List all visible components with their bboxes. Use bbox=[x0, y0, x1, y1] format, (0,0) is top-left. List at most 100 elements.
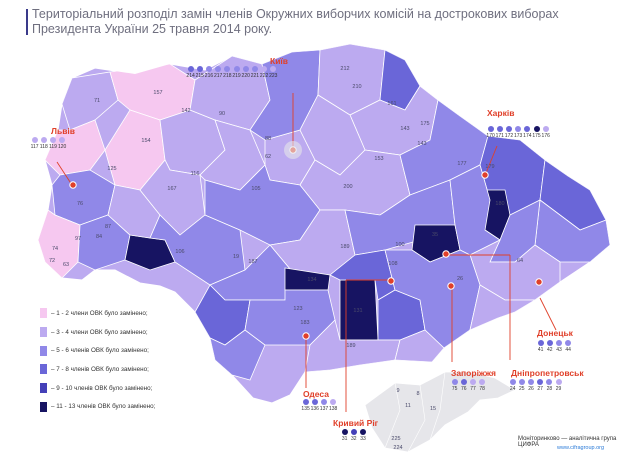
district-number: 108 bbox=[388, 261, 397, 267]
dnipro-marker bbox=[442, 250, 450, 258]
district-cell: 135 bbox=[301, 399, 310, 412]
district-dot bbox=[537, 379, 544, 385]
region-mykolaiv bbox=[244, 289, 336, 346]
district-number: 161 bbox=[387, 101, 396, 107]
district-dot bbox=[451, 379, 458, 385]
footer-site-link[interactable]: www.cifragroup.org bbox=[557, 445, 605, 451]
district-label: 76 bbox=[461, 386, 467, 392]
district-cell: 219 bbox=[232, 66, 241, 79]
district-dot bbox=[509, 379, 516, 385]
district-label: 216 bbox=[204, 73, 214, 79]
connector-donetsk bbox=[539, 297, 557, 331]
district-label: 135 bbox=[301, 406, 310, 412]
district-cell: 26 bbox=[526, 379, 535, 392]
district-dot bbox=[546, 379, 553, 385]
district-number: 97 bbox=[75, 236, 81, 242]
district-label: 117 bbox=[30, 144, 39, 150]
district-cell: 171 bbox=[495, 126, 504, 139]
district-dot bbox=[359, 429, 366, 435]
district-cell: 27 bbox=[536, 379, 545, 392]
city-districts-donetsk: 41 42 43 44 bbox=[536, 340, 573, 353]
district-cell: 137 bbox=[319, 399, 328, 412]
district-cell: 32 bbox=[349, 429, 358, 442]
district-dot bbox=[542, 126, 549, 132]
district-number: 134 bbox=[307, 277, 316, 283]
district-label: 174 bbox=[523, 133, 532, 139]
district-number: 72 bbox=[49, 258, 55, 264]
district-label: 221 bbox=[250, 73, 260, 79]
district-number: 189 bbox=[346, 343, 355, 349]
lviv-marker bbox=[69, 181, 77, 189]
district-dot bbox=[196, 66, 203, 72]
district-number: 63 bbox=[63, 262, 69, 268]
legend-label: – 5 - 6 членів ОВК було замінено; bbox=[51, 347, 149, 355]
district-label: 218 bbox=[223, 73, 232, 79]
legend-item: – 7 - 8 членів ОВК було замінено; bbox=[40, 360, 155, 379]
city-districts-lviv: 117 118 119 120 bbox=[30, 137, 67, 150]
district-label: 27 bbox=[537, 386, 543, 392]
district-cell: 222 bbox=[260, 66, 269, 79]
district-number: 100 bbox=[395, 242, 404, 248]
city-label-kharkiv: Харків bbox=[487, 108, 515, 118]
connector-kharkiv bbox=[485, 145, 498, 174]
district-cell: 223 bbox=[269, 66, 278, 79]
district-cell: 220 bbox=[241, 66, 250, 79]
legend-item: – 5 - 6 членів ОВК було замінено; bbox=[40, 341, 155, 360]
district-label: 175 bbox=[532, 133, 541, 139]
district-dot bbox=[524, 126, 531, 132]
district-dot bbox=[469, 379, 476, 385]
district-cell: 31 bbox=[340, 429, 349, 442]
district-cell: 75 bbox=[450, 379, 459, 392]
city-districts-zaporizhzhia: 75 76 77 78 bbox=[450, 379, 487, 392]
district-dot bbox=[537, 340, 544, 346]
district-label: 170 bbox=[486, 133, 495, 139]
district-number: 189 bbox=[340, 244, 349, 250]
district-number: 177 bbox=[457, 161, 466, 167]
district-number: 153 bbox=[374, 156, 383, 162]
donetsk-marker bbox=[535, 278, 543, 286]
district-cell: 173 bbox=[514, 126, 523, 139]
legend-item: – 11 - 13 членів ОВК було замінено; bbox=[40, 397, 155, 416]
district-cell: 41 bbox=[536, 340, 545, 353]
district-dot bbox=[233, 66, 240, 72]
crimea-region bbox=[364, 371, 516, 453]
district-label: 219 bbox=[232, 73, 241, 79]
legend-swatch bbox=[40, 327, 47, 338]
district-label: 77 bbox=[470, 386, 476, 392]
district-number: 175 bbox=[420, 121, 429, 127]
district-cell: 76 bbox=[459, 379, 468, 392]
legend-swatch bbox=[40, 383, 47, 394]
district-number: 9 bbox=[396, 388, 399, 394]
legend-label: – 3 - 4 члени ОВК було замінено; bbox=[51, 328, 148, 336]
district-cell: 175 bbox=[532, 126, 541, 139]
district-number: 84 bbox=[96, 234, 102, 240]
district-label: 176 bbox=[541, 133, 550, 139]
district-cell: 215 bbox=[195, 66, 204, 79]
district-label: 215 bbox=[195, 73, 204, 79]
district-cell: 43 bbox=[554, 340, 563, 353]
district-number: 106 bbox=[175, 249, 184, 255]
zaporizhzhia-marker bbox=[447, 282, 455, 290]
city-label-dnipro: Дніпропетровськ bbox=[511, 368, 584, 378]
district-label: 217 bbox=[213, 73, 223, 79]
district-label: 29 bbox=[555, 386, 562, 392]
district-dot bbox=[187, 66, 194, 72]
district-dot bbox=[242, 66, 249, 72]
district-number: 74 bbox=[52, 246, 58, 252]
district-dot bbox=[505, 126, 512, 132]
district-number: 26 bbox=[457, 276, 463, 282]
district-cell: 44 bbox=[564, 340, 573, 353]
city-districts-kryvyi-rih: 31 32 33 bbox=[340, 429, 368, 442]
district-label: 214 bbox=[186, 73, 195, 79]
district-label: 220 bbox=[241, 73, 250, 79]
district-dot bbox=[270, 66, 277, 72]
district-label: 42 bbox=[547, 347, 553, 353]
district-cell: 78 bbox=[478, 379, 487, 392]
district-number: 64 bbox=[517, 258, 523, 264]
district-number: 71 bbox=[94, 98, 100, 104]
district-number: 167 bbox=[167, 186, 176, 192]
district-number: 90 bbox=[219, 111, 225, 117]
district-cell: 172 bbox=[504, 126, 513, 139]
district-cell: 216 bbox=[204, 66, 213, 79]
district-dot bbox=[40, 137, 47, 143]
